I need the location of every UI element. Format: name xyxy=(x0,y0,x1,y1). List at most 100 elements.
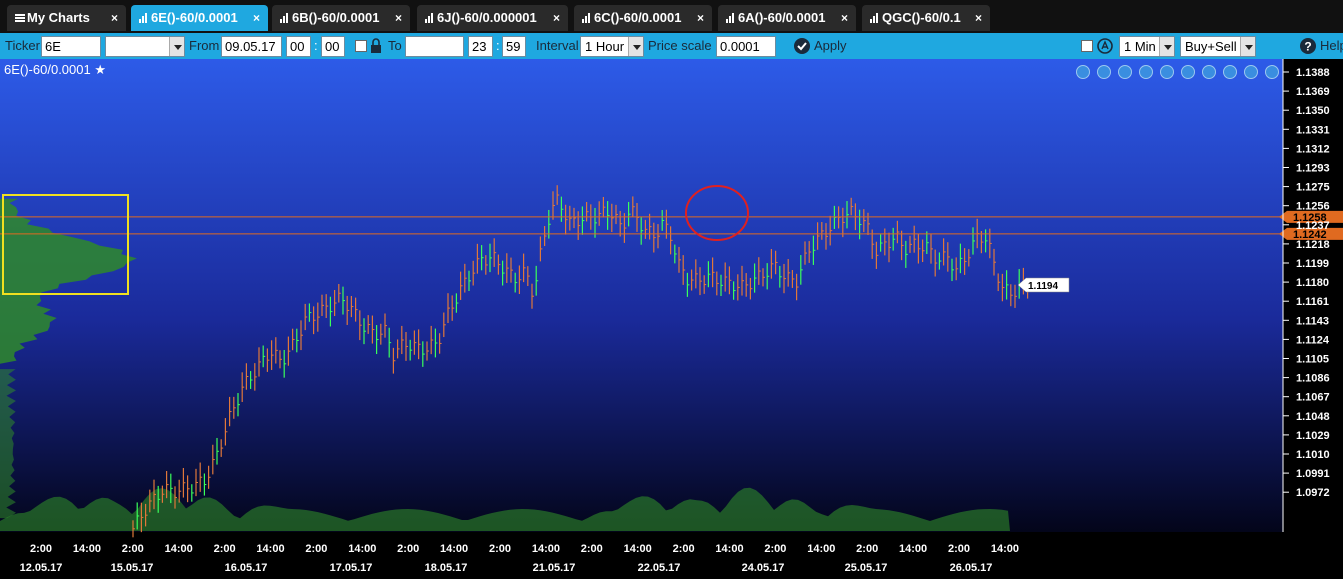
side-select[interactable]: Buy+Sell xyxy=(1180,36,1256,57)
price-scale-label: Price scale xyxy=(648,38,712,53)
highlight-box xyxy=(2,194,129,295)
x-date-label: 15.05.17 xyxy=(111,562,154,574)
y-tick-label: 1.1350 xyxy=(1296,105,1330,117)
close-icon[interactable]: × xyxy=(696,11,704,25)
level-tag-label: 1.1258 xyxy=(1293,212,1327,224)
chevron-down-icon xyxy=(628,37,643,56)
settings-icon[interactable] xyxy=(1202,65,1216,79)
price-chart[interactable]: 1.1258 1.1242 1.1194 1.1388 1.1369 1.1350 1.13… xyxy=(0,59,1343,579)
y-tick-label: 1.1388 xyxy=(1296,67,1330,79)
tab-6[interactable]: QGC()-60/0.1 × xyxy=(862,5,990,31)
zoom-out-icon[interactable] xyxy=(1118,65,1132,79)
y-tick-label: 1.1369 xyxy=(1296,86,1330,98)
x-time-label: 14:00 xyxy=(348,543,376,555)
to-date-input[interactable] xyxy=(405,36,464,57)
y-tick-label: 1.1312 xyxy=(1296,143,1330,155)
x-time-label: 2:00 xyxy=(948,543,970,555)
side-select-value: Buy+Sell xyxy=(1185,39,1237,54)
tab-1[interactable]: 6E()-60/0.0001 × xyxy=(131,5,268,31)
x-time-label: 14:00 xyxy=(73,543,101,555)
from-date-input[interactable]: 09.05.17 xyxy=(221,36,282,57)
price-scale-input[interactable]: 0.0001 xyxy=(716,36,776,57)
plot-background xyxy=(0,59,1283,532)
to-minute-input[interactable]: 59 xyxy=(502,36,526,57)
from-label: From xyxy=(189,38,220,53)
close-icon[interactable]: × xyxy=(840,11,848,25)
help-icon[interactable]: ? xyxy=(1299,37,1317,55)
apply-check-icon[interactable] xyxy=(793,37,811,55)
toolbar: Ticker 6E From 09.05.17 00 : 00 To 23 : … xyxy=(0,33,1343,59)
interval-select[interactable]: 1 Hour xyxy=(580,36,644,57)
to-time-separator: : xyxy=(496,38,500,53)
draw-icon[interactable] xyxy=(1160,65,1174,79)
close-icon[interactable]: × xyxy=(252,11,260,25)
tab-label: 6J()-60/0.000001 xyxy=(437,10,537,25)
ticker-input[interactable]: 6E xyxy=(41,36,101,57)
y-tick-label: 1.1029 xyxy=(1296,430,1330,442)
chart-title: 6E()-60/0.0001 ★ xyxy=(4,62,106,78)
x-axis-panel xyxy=(0,532,1283,579)
tab-4[interactable]: 6C()-60/0.0001 × xyxy=(574,5,712,31)
auto-checkbox[interactable] xyxy=(1081,40,1093,52)
refresh-icon[interactable] xyxy=(1181,65,1195,79)
to-label: To xyxy=(388,38,402,53)
chevron-down-icon[interactable] xyxy=(1265,65,1279,79)
chart-title-text: 6E()-60/0.0001 xyxy=(4,62,91,77)
interval-select-value: 1 Hour xyxy=(585,39,625,54)
grid-icon[interactable] xyxy=(1139,65,1153,79)
x-time-label: 14:00 xyxy=(256,543,284,555)
y-axis-panel xyxy=(1283,59,1343,579)
close-icon[interactable]: × xyxy=(552,11,560,25)
bar-chart-icon xyxy=(870,6,880,23)
tab-5[interactable]: 6A()-60/0.0001 × xyxy=(718,5,856,31)
tab-label: 6C()-60/0.0001 xyxy=(594,10,682,25)
tab-2[interactable]: 6B()-60/0.0001 × xyxy=(272,5,410,31)
zoom-in-icon[interactable] xyxy=(1097,65,1111,79)
timeframe-select[interactable]: 1 Min xyxy=(1119,36,1175,57)
from-minute-input[interactable]: 00 xyxy=(321,36,345,57)
close-icon[interactable]: × xyxy=(394,11,402,25)
chevron-down-icon xyxy=(169,37,184,56)
favorite-star-icon[interactable]: ★ xyxy=(94,62,107,77)
y-tick-label: 1.0991 xyxy=(1296,468,1330,480)
tab-label: My Charts xyxy=(27,10,90,25)
move-icon[interactable] xyxy=(1076,65,1090,79)
x-time-label: 2:00 xyxy=(581,543,603,555)
chart-canvas[interactable]: 1.1258 1.1242 1.1194 1.1388 1.1369 1.1350 1.13… xyxy=(0,59,1343,579)
close-icon[interactable] xyxy=(1244,65,1258,79)
auto-refresh-icon[interactable] xyxy=(1096,37,1114,55)
fullscreen-icon[interactable] xyxy=(1223,65,1237,79)
x-time-label: 2:00 xyxy=(764,543,786,555)
x-time-label: 14:00 xyxy=(440,543,468,555)
y-tick-label: 1.1105 xyxy=(1296,354,1329,366)
y-tick-label: 1.1237 xyxy=(1296,220,1330,232)
help-link[interactable]: Help xyxy=(1320,38,1343,53)
level-tag xyxy=(1279,227,1343,240)
volume-profile xyxy=(0,198,137,364)
lock-icon xyxy=(370,33,382,59)
bar-chart-icon xyxy=(425,6,435,23)
ticker-label: Ticker xyxy=(5,38,40,53)
x-date-label: 24.05.17 xyxy=(742,562,785,574)
level-tag xyxy=(1279,210,1343,223)
last-price-tag xyxy=(1017,277,1070,293)
close-icon[interactable]: × xyxy=(974,11,982,25)
y-tick-label: 1.1331 xyxy=(1296,124,1330,136)
x-time-label: 2:00 xyxy=(30,543,52,555)
close-icon[interactable]: × xyxy=(110,11,118,25)
x-date-label: 17.05.17 xyxy=(330,562,373,574)
interval-label: Interval xyxy=(536,38,579,53)
x-time-label: 14:00 xyxy=(165,543,193,555)
tab-3[interactable]: 6J()-60/0.000001 × xyxy=(417,5,568,31)
tab-0[interactable]: My Charts × xyxy=(7,5,126,31)
to-hour-input[interactable]: 23 xyxy=(468,36,493,57)
x-date-label: 18.05.17 xyxy=(425,562,468,574)
apply-button[interactable]: Apply xyxy=(814,38,847,53)
from-hour-input[interactable]: 00 xyxy=(286,36,311,57)
ticker-select[interactable] xyxy=(105,36,185,57)
y-tick-label: 1.1124 xyxy=(1296,334,1330,346)
x-time-label: 2:00 xyxy=(214,543,236,555)
lock-checkbox[interactable] xyxy=(355,40,367,52)
volume-histogram xyxy=(0,487,1010,531)
y-tick-label: 1.1180 xyxy=(1296,277,1329,289)
